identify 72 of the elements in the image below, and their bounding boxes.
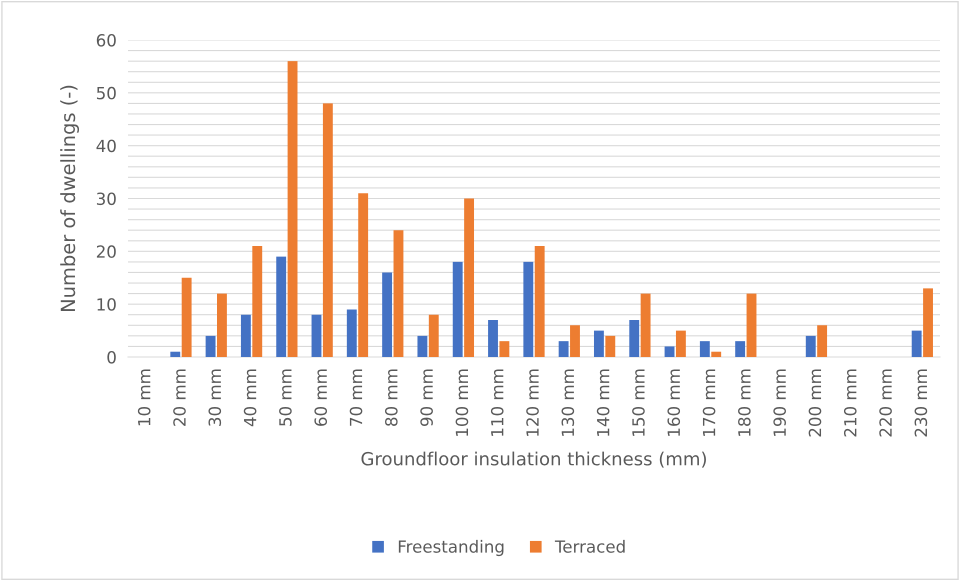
bar <box>428 314 439 357</box>
x-tick-label: 140 mm <box>596 370 610 436</box>
bar <box>217 294 227 357</box>
bar <box>499 341 510 357</box>
y-tick-label: 20 <box>96 245 116 258</box>
x-tick-label: 90 mm <box>420 370 433 426</box>
bar <box>735 341 746 357</box>
y-tick-label: 50 <box>96 86 116 100</box>
bar <box>417 336 428 357</box>
bar <box>312 314 322 357</box>
x-tick-label: 20 mm <box>173 370 186 426</box>
bar <box>276 256 286 357</box>
bar <box>206 336 216 357</box>
bar <box>382 272 392 357</box>
x-tick-label: 200 mm <box>808 370 822 436</box>
bar <box>664 346 674 357</box>
legend-label: Freestanding <box>398 540 504 556</box>
bar <box>534 246 545 357</box>
bar <box>488 320 498 357</box>
bar <box>394 230 404 357</box>
bar <box>594 330 604 357</box>
x-tick-label: 130 mm <box>562 370 574 436</box>
bar <box>711 352 722 357</box>
legend-label: Terraced <box>554 540 625 553</box>
bar <box>746 294 756 357</box>
bar <box>288 61 298 357</box>
x-tick-label: 80 mm <box>385 370 398 426</box>
bar <box>605 336 616 357</box>
x-axis-title: Groundfloor insulation thickness (mm) <box>362 452 706 468</box>
y-axis-title: Number of dwellings (-) <box>60 86 80 311</box>
bar <box>817 325 828 357</box>
x-tick-label: 210 mm <box>844 370 857 436</box>
x-tick-label: 100 mm <box>456 370 468 436</box>
x-tick-label: 230 mm <box>914 370 928 436</box>
x-tick-label: 40 mm <box>244 370 256 426</box>
bar <box>170 352 180 357</box>
bar <box>923 288 933 357</box>
y-tick-label: 30 <box>96 192 116 206</box>
bar <box>640 294 651 357</box>
x-tick-label: 70 mm <box>350 370 362 426</box>
x-tick-label: 10 mm <box>138 370 150 426</box>
x-tick-label: 50 mm <box>279 370 292 426</box>
bar <box>182 278 192 357</box>
bar <box>358 193 368 357</box>
y-tick-label: 10 <box>98 298 116 311</box>
bar <box>676 330 686 357</box>
x-tick-label: 190 mm <box>773 370 786 436</box>
x-tick-label: 30 mm <box>208 370 222 426</box>
bar <box>558 341 569 357</box>
bar <box>346 309 357 357</box>
x-tick-label: 180 mm <box>738 370 751 436</box>
y-tick-label: 40 <box>96 140 116 152</box>
bar <box>570 325 580 357</box>
bar <box>322 103 333 357</box>
bar <box>523 262 534 357</box>
x-tick-label: 60 mm <box>314 370 328 426</box>
bar <box>806 336 816 357</box>
bar <box>452 262 463 357</box>
bar <box>629 320 640 357</box>
bar <box>240 314 251 357</box>
x-tick-label: 150 mm <box>632 370 645 436</box>
bar <box>912 330 922 357</box>
x-tick-label: 160 mm <box>667 370 680 436</box>
y-tick-label: 0 <box>107 350 116 364</box>
bar <box>252 246 262 357</box>
x-tick-label: 110 mm <box>490 370 504 436</box>
bar <box>464 198 474 357</box>
x-tick-label: 170 mm <box>702 370 716 436</box>
bar <box>700 341 710 357</box>
y-tick-label: 60 <box>96 34 116 47</box>
x-tick-label: 220 mm <box>879 370 892 436</box>
x-tick-label: 120 mm <box>526 370 539 436</box>
